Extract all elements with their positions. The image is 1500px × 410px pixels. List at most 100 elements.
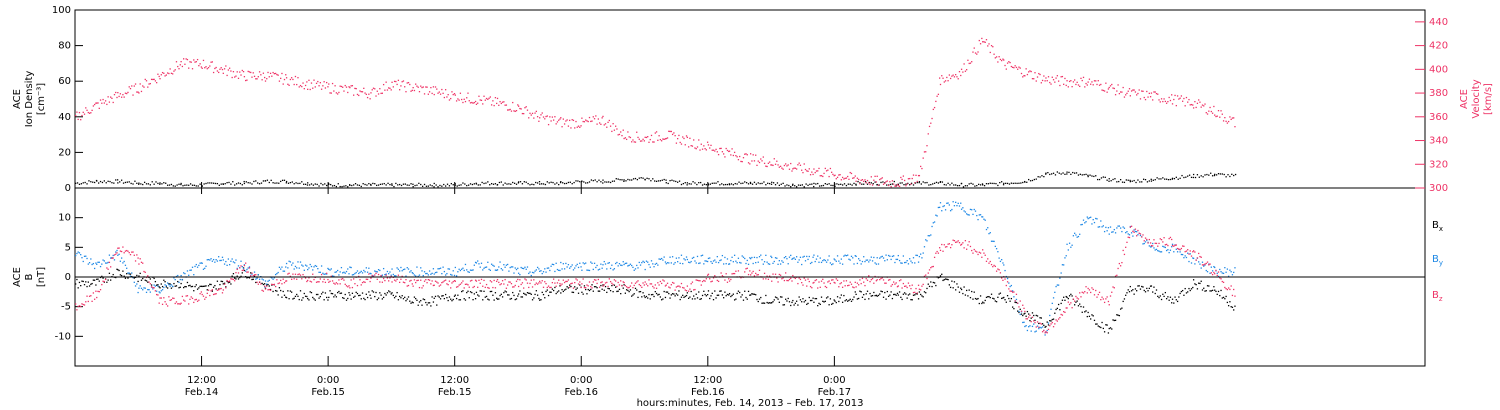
bz-point xyxy=(250,275,252,277)
xtick-time-label: 12:00 xyxy=(440,375,469,386)
velocity-point xyxy=(794,167,797,169)
velocity-point xyxy=(526,109,529,111)
by-point xyxy=(157,285,159,287)
by-point xyxy=(650,260,653,262)
bz-point xyxy=(560,284,562,286)
velocity-point xyxy=(360,91,362,93)
by-point xyxy=(761,259,763,261)
bz-point xyxy=(551,281,554,284)
velocity-point xyxy=(1226,122,1229,124)
bx-point xyxy=(484,296,486,298)
bx-point xyxy=(813,301,815,303)
by-point xyxy=(544,268,546,270)
by-point xyxy=(699,262,701,264)
velocity-point xyxy=(271,75,273,77)
bx-point xyxy=(648,293,650,296)
by-point xyxy=(149,291,151,293)
bx-point xyxy=(545,290,547,293)
bz-point xyxy=(1084,290,1086,293)
density-point xyxy=(870,182,872,184)
by-point xyxy=(1189,253,1191,255)
velocity-point xyxy=(307,88,309,90)
velocity-point xyxy=(1130,90,1133,92)
bx-point xyxy=(674,295,676,297)
velocity-point xyxy=(483,95,485,97)
bx-point xyxy=(443,297,446,300)
by-point xyxy=(838,260,840,262)
bz-point xyxy=(201,293,203,296)
density-point xyxy=(437,186,439,188)
velocity-point xyxy=(112,101,114,104)
by-point xyxy=(803,255,805,258)
bx-point xyxy=(1129,285,1131,288)
by-point xyxy=(183,272,185,274)
velocity-point xyxy=(285,77,288,79)
density-point xyxy=(728,183,730,185)
bz-point xyxy=(156,293,158,296)
bz-point xyxy=(613,279,616,281)
velocity-point xyxy=(216,70,219,72)
density-point xyxy=(757,182,759,184)
bx-point xyxy=(117,269,119,271)
by-point xyxy=(1054,291,1056,293)
bx-point xyxy=(377,297,380,299)
bx-point xyxy=(369,294,371,296)
by-point xyxy=(931,225,933,228)
bz-point xyxy=(382,277,385,280)
bx-point xyxy=(144,279,146,281)
velocity-point xyxy=(258,71,261,73)
bx-point xyxy=(1046,321,1048,323)
bx-point xyxy=(1055,308,1057,311)
bz-point xyxy=(1198,252,1200,255)
bz-point xyxy=(76,309,78,311)
bx-point xyxy=(189,284,191,287)
by-point xyxy=(118,253,120,255)
by-point xyxy=(306,265,308,267)
velocity-point xyxy=(974,52,977,54)
velocity-point xyxy=(678,134,680,137)
density-point xyxy=(677,181,679,183)
bz-point xyxy=(689,288,691,290)
density-point xyxy=(155,181,157,183)
bz-point xyxy=(572,287,575,289)
bx-point xyxy=(467,290,469,292)
by-point xyxy=(962,207,964,209)
bz-point xyxy=(604,282,607,284)
by-point xyxy=(1033,323,1035,325)
by-point xyxy=(964,211,967,213)
density-point xyxy=(602,179,604,181)
by-point xyxy=(407,268,410,270)
bx-point xyxy=(662,298,664,300)
bx-point xyxy=(1148,287,1150,290)
velocity-point xyxy=(663,138,665,140)
by-point xyxy=(680,254,683,256)
by-point xyxy=(624,262,627,265)
density-point xyxy=(993,182,995,185)
xtick-time-label: 0:00 xyxy=(823,375,845,386)
velocity-point xyxy=(1041,79,1044,82)
density-point xyxy=(811,183,813,185)
density-point xyxy=(147,183,150,185)
by-point xyxy=(433,273,435,275)
velocity-point xyxy=(247,70,249,73)
bz-point xyxy=(319,278,321,280)
bz-point xyxy=(671,281,674,284)
bx-point xyxy=(500,293,502,295)
by-point xyxy=(236,267,238,270)
by-point xyxy=(75,254,77,257)
by-point xyxy=(749,257,751,259)
bz-point xyxy=(280,279,282,282)
bz-point xyxy=(320,273,323,276)
bx-point xyxy=(462,290,464,292)
bx-point xyxy=(1227,305,1230,307)
density-point xyxy=(76,182,79,184)
by-point xyxy=(361,272,364,274)
bz-point xyxy=(590,285,592,288)
bx-point xyxy=(1210,290,1212,292)
bz-point xyxy=(909,285,911,287)
by-point xyxy=(675,257,678,259)
by-point xyxy=(376,271,378,273)
bx-point xyxy=(625,289,628,291)
bz-point xyxy=(277,282,279,285)
velocity-point xyxy=(753,160,756,162)
